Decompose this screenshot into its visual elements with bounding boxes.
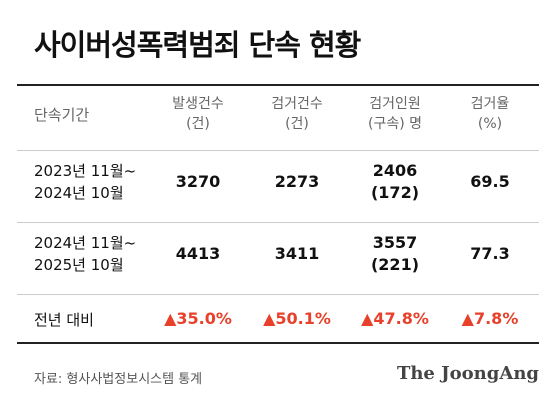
header-arrest: 검거건수 (건) — [271, 96, 323, 132]
source-note: 자료: 형사사법정보시스템 통계 — [34, 372, 203, 387]
table-row-2-period: 2024년 11월~ 2025년 10월 — [34, 234, 137, 274]
table-row-1-occurrence: 3270 — [175, 172, 221, 191]
table-row-1-people: 2406 (172) — [370, 161, 420, 202]
up-arrow-icon: ▲ — [263, 309, 276, 328]
table-row-1-rate: 69.5 — [470, 172, 510, 191]
table-top-rule — [17, 84, 539, 86]
table-row-2-arrest: 3411 — [274, 244, 320, 263]
up-arrow-icon: ▲ — [164, 309, 177, 328]
up-arrow-icon: ▲ — [361, 309, 374, 328]
table-bottom-rule — [17, 342, 539, 344]
compare-people: ▲47.8% — [361, 309, 429, 328]
brand-logo: The JoongAng — [396, 363, 539, 384]
table-row-2-rate: 77.3 — [470, 244, 510, 263]
header-period: 단속기간 — [34, 106, 90, 124]
compare-label: 전년 대비 — [34, 311, 94, 329]
table-row-1-arrest: 2273 — [274, 172, 320, 191]
compare-arrest: ▲50.1% — [263, 309, 331, 328]
row-divider-2 — [17, 294, 539, 295]
header-rate: 검거율 (%) — [470, 96, 510, 132]
row-divider-1 — [17, 222, 539, 223]
header-people: 검거인원 (구속) 명 — [367, 96, 422, 132]
table-row-1-period: 2023년 11월~ 2024년 10월 — [34, 162, 137, 202]
page-title: 사이버성폭력범죄 단속 현황 — [34, 28, 361, 62]
compare-rate: ▲7.8% — [461, 309, 519, 328]
header-divider — [17, 150, 539, 151]
up-arrow-icon: ▲ — [461, 309, 474, 328]
header-occurrence: 발생건수 (건) — [172, 96, 224, 132]
table-row-2-people: 3557 (221) — [370, 233, 420, 274]
compare-occurrence: ▲35.0% — [164, 309, 232, 328]
table-row-2-occurrence: 4413 — [175, 244, 221, 263]
